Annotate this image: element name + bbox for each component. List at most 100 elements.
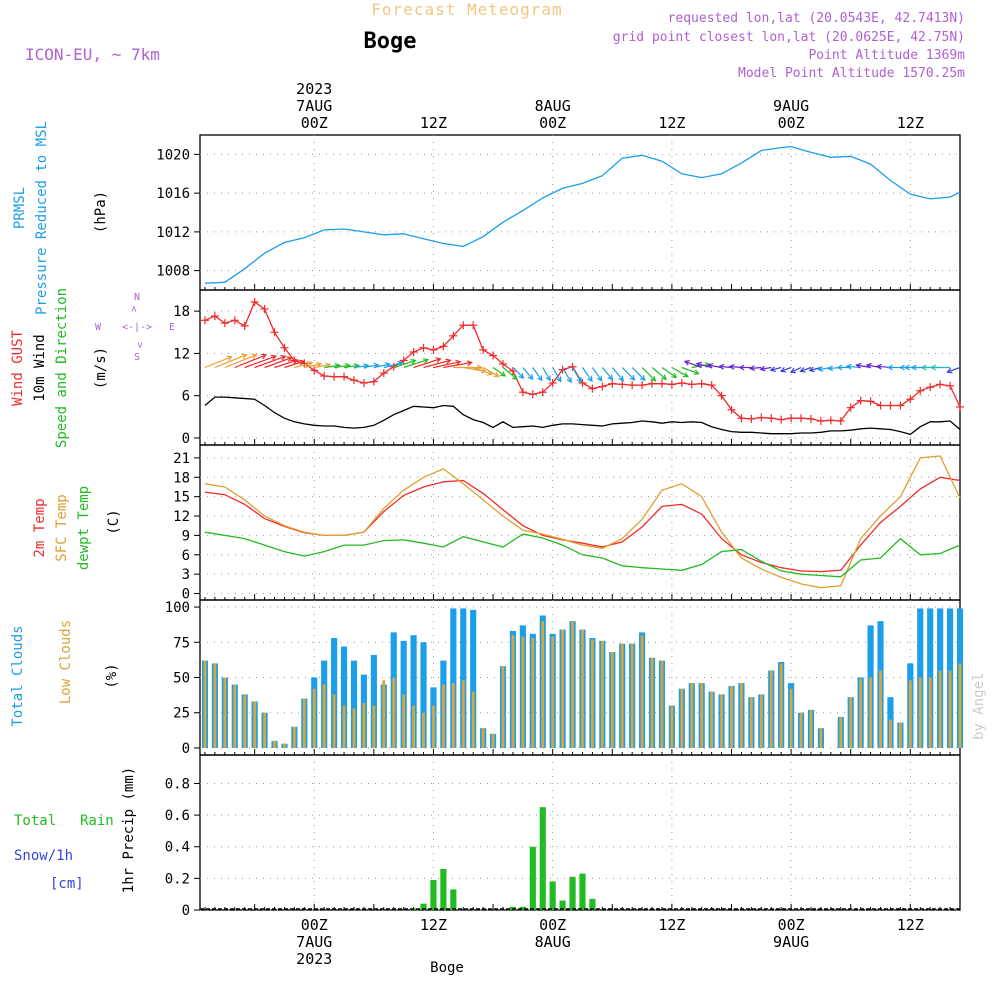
low-cloud-bar bbox=[730, 685, 733, 748]
gust-marker bbox=[767, 414, 776, 423]
gust-marker bbox=[816, 417, 825, 426]
y-tick-label: 25 bbox=[173, 706, 190, 722]
precip-labels: Total Rain Snow/1h [cm] 1hr Precip (mm) bbox=[14, 767, 137, 893]
low-cloud-bar bbox=[213, 663, 217, 748]
y-tick-label: 0 bbox=[182, 431, 190, 447]
wind-arrow bbox=[611, 367, 625, 382]
watermark: by Angel bbox=[971, 673, 987, 740]
wind-arrow bbox=[631, 367, 646, 382]
low-cloud-bar bbox=[630, 643, 634, 748]
wind-arrow-head bbox=[445, 358, 452, 365]
y-tick-label: 100 bbox=[165, 600, 190, 616]
wind-arrow bbox=[661, 367, 678, 379]
low-cloud-bar bbox=[928, 677, 932, 748]
wind-arrow-head bbox=[789, 367, 796, 374]
wind-arrow-shaft bbox=[631, 367, 646, 381]
wind-arrow-shaft bbox=[413, 358, 441, 369]
y-tick-label: 21 bbox=[173, 451, 190, 467]
gust-marker bbox=[399, 356, 408, 365]
gust-marker bbox=[578, 379, 587, 387]
gust-marker bbox=[916, 386, 925, 395]
low-cloud-bar bbox=[342, 705, 346, 748]
rain-bar bbox=[539, 807, 546, 910]
wind-arrow bbox=[294, 360, 314, 369]
gust-marker bbox=[449, 331, 458, 340]
wind-arrow-head bbox=[596, 375, 603, 382]
wind-arrow-head bbox=[299, 359, 306, 366]
low-cloud-bar bbox=[481, 728, 485, 748]
wind-arrow bbox=[234, 353, 268, 369]
wind-arrow-shaft bbox=[790, 366, 802, 373]
low-cloud-bar bbox=[591, 639, 594, 748]
wind-arrow bbox=[284, 359, 306, 369]
y-tick-label: 1008 bbox=[156, 264, 190, 280]
pressure-series-label-1: PRMSL bbox=[12, 187, 28, 229]
low-cloud-bar bbox=[451, 683, 455, 748]
y-tick-label: 15 bbox=[173, 490, 190, 506]
wind-arrow-head bbox=[693, 369, 700, 375]
wind-arrow-head bbox=[875, 363, 882, 370]
low-cloud-bar bbox=[938, 670, 942, 748]
gust-marker bbox=[677, 379, 686, 387]
temp-dewpt-label: dewpt Temp bbox=[76, 486, 92, 570]
gust-marker bbox=[787, 414, 796, 423]
low-cloud-bar bbox=[769, 670, 773, 748]
wind-arrow bbox=[224, 353, 258, 369]
wind-arrow-head bbox=[728, 363, 735, 370]
pressure-series-label-2: Pressure Reduced to MSL bbox=[34, 121, 50, 315]
wind-arrow-shaft bbox=[846, 365, 861, 369]
prmsl-line bbox=[204, 145, 961, 284]
wind-arrow-head bbox=[695, 361, 702, 368]
gust-marker bbox=[320, 371, 329, 380]
rain-bar bbox=[589, 898, 596, 910]
low-cloud-bar bbox=[660, 660, 664, 748]
wind-arrow-shaft bbox=[691, 363, 710, 369]
low-cloud-bar bbox=[869, 677, 873, 748]
gust-marker bbox=[638, 381, 647, 390]
rain-bar bbox=[579, 873, 586, 910]
gust-marker bbox=[777, 415, 786, 424]
wind-arrow bbox=[433, 359, 462, 369]
bottom-time-label: 12Z bbox=[658, 916, 685, 934]
wind-arrow-head bbox=[671, 372, 678, 379]
low-cloud-bar bbox=[571, 621, 574, 748]
gust-marker bbox=[240, 321, 249, 330]
y-tick-label: 3 bbox=[182, 567, 190, 583]
gust-marker bbox=[489, 351, 498, 360]
wind-arrow bbox=[641, 367, 657, 382]
low-cloud-bar bbox=[362, 702, 366, 748]
low-cloud-bar bbox=[809, 709, 813, 748]
y-tick-label: 0.6 bbox=[165, 808, 190, 824]
wind-arrow-shaft bbox=[214, 354, 247, 369]
wind-arrow-head bbox=[527, 374, 534, 381]
sfc-temp-line bbox=[204, 455, 961, 589]
bottom-time-label: 8AUG bbox=[535, 933, 571, 951]
wind-arrow bbox=[789, 366, 802, 374]
wind-arrow-shaft bbox=[334, 364, 350, 369]
wind-arrow-head bbox=[779, 367, 787, 373]
bottom-time-label: 00Z bbox=[778, 916, 805, 934]
y-tick-label: 12 bbox=[173, 509, 190, 525]
y-tick-label: 1012 bbox=[156, 225, 190, 241]
gust-marker bbox=[340, 372, 349, 381]
wind-arrow bbox=[304, 361, 323, 369]
compass-e: E bbox=[169, 322, 175, 333]
precip-snow-label: Snow/1h bbox=[14, 848, 73, 864]
wind-arrow-head bbox=[576, 377, 582, 384]
wind-arrow-shaft bbox=[641, 367, 656, 382]
wind-arrow-head bbox=[270, 354, 278, 361]
wind-arrow-head bbox=[422, 358, 430, 364]
compass-horizontal: <-|-> bbox=[122, 322, 152, 333]
temp-panel: 0 3 6 9 12 15 18 21 bbox=[173, 444, 961, 603]
wind-arrow bbox=[244, 354, 278, 369]
wind-arrow-head bbox=[682, 372, 689, 378]
y-tick-label: 0 bbox=[182, 903, 190, 919]
gust-marker bbox=[667, 380, 676, 389]
wind-arrow bbox=[651, 367, 668, 381]
wind-arrow-head bbox=[930, 364, 936, 371]
low-cloud-bar bbox=[918, 677, 922, 748]
y-tick-label: 12 bbox=[173, 346, 190, 362]
gust-marker bbox=[508, 367, 517, 376]
gust-marker bbox=[926, 383, 935, 392]
gust-marker bbox=[946, 381, 955, 390]
